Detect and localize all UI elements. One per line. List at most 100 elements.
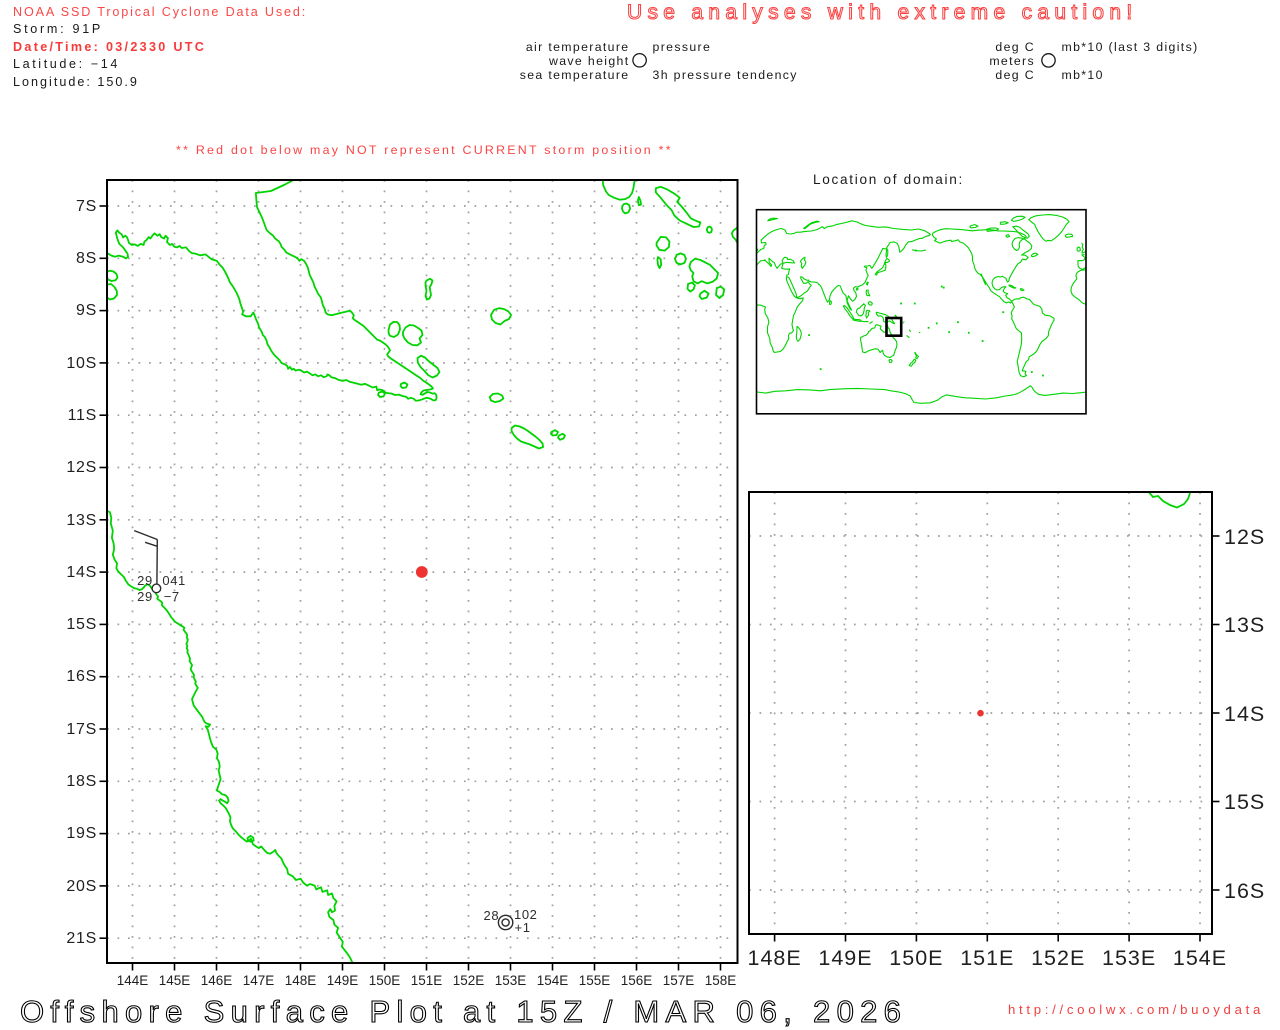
zoom-lon-label-149E: 149E [815,946,877,971]
main-map [100,180,738,971]
coast-shortland-island [622,204,630,214]
zoom-inset-map [749,492,1220,942]
zoom-coast-tagula [1149,492,1190,508]
world-inset-frame [757,210,1087,414]
world-coast-cuba [1009,285,1016,288]
world-coast-fiji [919,332,920,333]
legend-degc-1: deg C [995,40,1035,54]
main-lon-label-147E: 147E [238,973,280,989]
world-coast-guadalcanal [903,323,904,324]
world-coast-madagascar [796,326,801,341]
coast-fauro-islet [638,197,641,205]
main-lat-label-7S: 7S [76,198,97,216]
world-coast-west-africa [1071,270,1086,305]
main-lat-label-9S: 9S [76,302,97,320]
world-island-dot [808,334,810,336]
storm-position-note: ** Red dot below may NOT represent CURRE… [176,143,673,157]
world-inset-title: Location of domain: [813,172,964,188]
legend-mb10: mb*10 [1062,68,1104,82]
legend-mb10-digits: mb*10 (last 3 digits) [1062,40,1199,54]
world-island-dot [928,327,930,329]
coast-rossel-island-1 [551,430,558,435]
coast-vangunu-island [716,287,724,298]
world-island-dot [1002,311,1004,313]
world-coast-caspian-sea [800,257,806,268]
world-coast-black-sea [782,257,794,263]
world-inset-map [757,210,1087,414]
coast-tip-islet-2 [378,392,385,398]
main-lat-label-15S: 15S [66,616,97,634]
main-lat-label-16S: 16S [66,668,97,686]
world-island-dot [982,340,984,342]
coast-kolombangara-island [675,253,686,264]
world-island-dot [1042,375,1044,377]
world-coast-antarctica [757,386,1087,404]
calm-outer-circle [498,915,512,929]
main-lon-label-158E: 158E [700,973,742,989]
info-longitude: Longitude: 150.9 [13,75,139,89]
world-coast-ellesmere-island [1011,216,1025,221]
caution-headline: Use analyses with extreme caution! [627,1,1138,25]
main-lat-label-19S: 19S [66,825,97,843]
main-lon-label-145E: 145E [154,973,196,989]
main-lon-label-144E: 144E [112,973,154,989]
main-lat-label-17S: 17S [66,721,97,739]
coast-vella-lavella-island [657,237,670,251]
coast-tagula-island [512,426,543,449]
world-coast-aleutians [912,250,926,251]
world-coast-australia [860,324,897,357]
coast-normanby-island [418,356,440,378]
main-lon-label-154E: 154E [532,973,574,989]
main-lat-label-13S: 13S [66,512,97,530]
main-lon-label-153E: 153E [490,973,532,989]
world-coast-new-caledonia [907,335,910,337]
info-noaa-title: NOAA SSD Tropical Cyclone Data Used: [13,5,307,19]
storm-dot-main [416,566,428,578]
info-datetime: Date/Time: 03/2330 UTC [13,40,206,54]
main-lat-label-10S: 10S [66,355,97,373]
coast-rendova-island [688,283,695,292]
zoom-lon-label-151E: 151E [956,946,1018,971]
main-lon-label-150E: 150E [364,973,406,989]
main-lat-label-11S: 11S [68,407,97,425]
world-coast-sri-lanka [830,301,832,305]
zoom-lat-label-13S: 13S [1224,613,1265,638]
zoom-lat-label-14S: 14S [1224,702,1265,727]
world-coast-newfoundland [1031,253,1037,257]
station1-air-temp: 29 [137,574,153,589]
station1-pressure: 041 [162,574,186,589]
zoom-inset-ticks [775,536,1220,942]
world-coast-sakhalin [886,249,888,258]
world-coast-taiwan [866,282,868,285]
world-island-dot [915,250,917,252]
main-lon-label-148E: 148E [280,973,322,989]
world-coast-mindanao [868,302,872,305]
source-url[interactable]: http://coolwx.com/buoydata [1008,1002,1264,1017]
coast-choiseul-island [656,187,701,227]
main-lat-label-14S: 14S [66,564,97,582]
world-island-dot [968,332,970,334]
world-coast-mediterranean-north [757,258,790,275]
world-island-dot [936,323,938,325]
main-lon-label-151E: 151E [406,973,448,989]
legend-sea-temperature: sea temperature [520,68,630,82]
station2-tendency: +1 [515,921,531,936]
world-coast-borneo [856,304,865,316]
coast-rossel-island-2 [558,434,565,440]
zoom-lat-label-15S: 15S [1224,790,1265,815]
zoom-lon-label-150E: 150E [885,946,947,971]
legend-degc-2: deg C [995,68,1035,82]
legend-air-temperature: air temperature [526,40,630,54]
main-lat-label-12S: 12S [66,459,97,477]
coast-kiriwina-island [426,279,433,300]
legend-wave-height: wave height [549,54,629,68]
legend-meters: meters [989,54,1035,68]
world-coast-banks-island [970,225,978,228]
world-coast-north-america [932,229,1032,303]
world-coast-hainan [856,288,858,290]
world-coast-south-america [1011,297,1054,377]
wind-barb-half [145,542,157,546]
coast-bougainville-tip [603,180,635,200]
main-lon-label-157E: 157E [658,973,700,989]
